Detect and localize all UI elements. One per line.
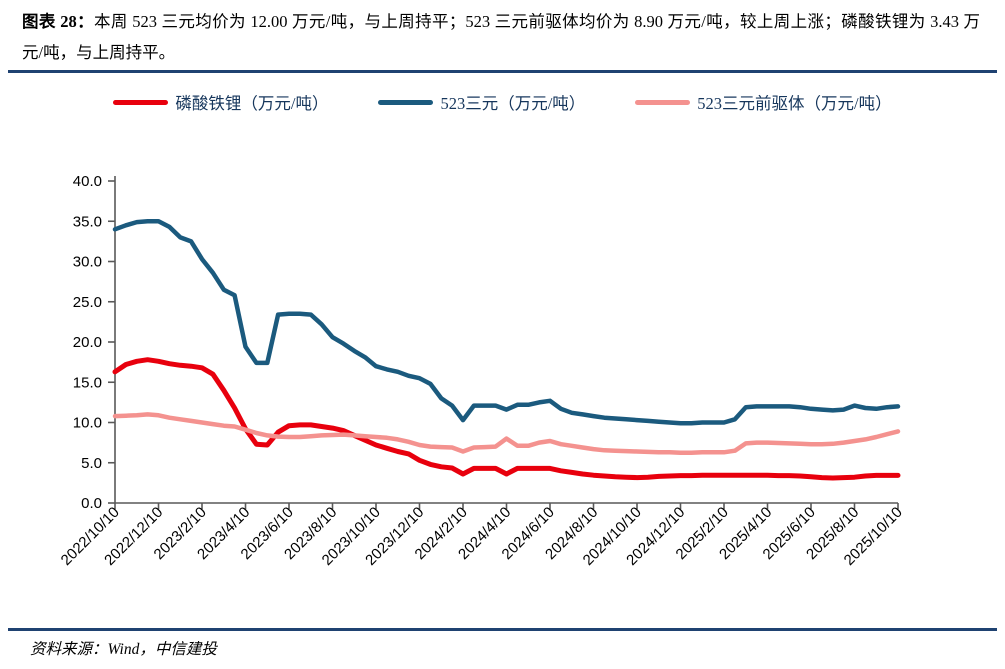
- y-axis-label: 25.0: [73, 294, 102, 311]
- y-axis-label: 30.0: [73, 254, 102, 271]
- figure-title: 图表 28：本周 523 三元均价为 12.00 万元/吨，与上周持平；523 …: [22, 6, 980, 68]
- figure-title-text: 本周 523 三元均价为 12.00 万元/吨，与上周持平；523 三元前驱体均…: [22, 12, 981, 62]
- legend-line-swatch-ncm523-precursor: [635, 99, 691, 105]
- legend-label-lfp: 磷酸铁锂（万元/吨）: [175, 94, 329, 113]
- legend-item-ncm523: 523三元（万元/吨）: [378, 90, 585, 114]
- legend-label-ncm523: 523三元（万元/吨）: [440, 94, 586, 113]
- data-source: 资料来源：Wind，中信建投: [30, 641, 217, 658]
- legend-label-ncm523-precursor: 523三元前驱体（万元/吨）: [697, 94, 892, 113]
- y-axis-label: 10.0: [73, 415, 102, 432]
- bottom-divider: [8, 628, 997, 631]
- top-divider: [8, 70, 997, 73]
- legend-line-swatch-lfp: [113, 99, 169, 105]
- ncm523-precursor-price-line: [112, 412, 901, 455]
- legend-line-swatch-ncm523: [378, 99, 434, 105]
- ncm523-price-line: [112, 219, 901, 426]
- y-axis-label: 15.0: [73, 374, 102, 391]
- legend-item-ncm523-precursor: 523三元前驱体（万元/吨）: [635, 90, 892, 114]
- y-axis-label: 5.0: [81, 455, 102, 472]
- y-axis-label: 35.0: [73, 213, 102, 230]
- lfp-price-line: [112, 357, 901, 481]
- y-axis-label: 40.0: [73, 173, 102, 190]
- y-axis-label: 0.0: [81, 495, 102, 512]
- price-line-chart: 0.05.010.015.020.025.030.035.040.02022/1…: [58, 173, 906, 569]
- legend-item-lfp: 磷酸铁锂（万元/吨）: [113, 90, 328, 114]
- y-axis-label: 20.0: [73, 334, 102, 351]
- chart-legend: 磷酸铁锂（万元/吨） 523三元（万元/吨） 523三元前驱体（万元/吨）: [0, 90, 1005, 114]
- figure-number-label: 图表 28：: [22, 12, 95, 31]
